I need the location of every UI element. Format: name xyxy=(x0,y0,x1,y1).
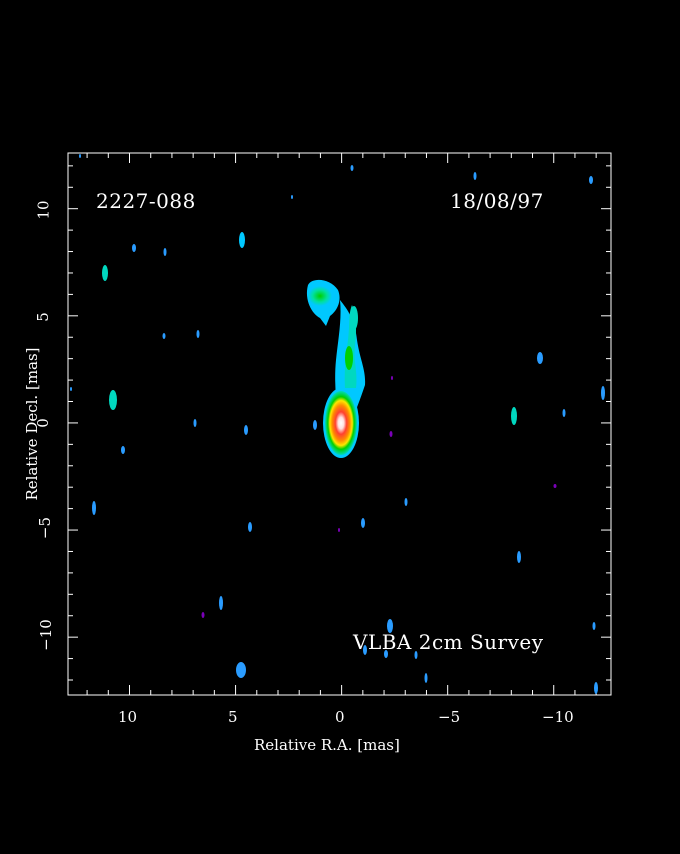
y-tick-label: −5 xyxy=(36,516,55,540)
y-axis-title: Relative Decl. [mas] xyxy=(23,347,41,501)
source-name-label: 2227-088 xyxy=(96,189,196,213)
y-tick-label: 10 xyxy=(34,200,53,220)
y-tick-label: −10 xyxy=(36,619,55,651)
x-tick-label: 5 xyxy=(228,708,238,726)
epoch-label: 18/08/97 xyxy=(450,189,544,213)
x-axis-title: Relative R.A. [mas] xyxy=(254,736,400,754)
axis-ticks xyxy=(68,153,611,695)
survey-label: VLBA 2cm Survey xyxy=(353,630,544,654)
x-tick-label: −5 xyxy=(438,708,461,726)
x-tick-label: −10 xyxy=(542,708,574,726)
jet-emission xyxy=(306,279,366,458)
y-tick-label: 5 xyxy=(33,312,52,322)
x-tick-label: 10 xyxy=(118,708,138,726)
x-tick-label: 0 xyxy=(335,708,345,726)
noise-speckles xyxy=(70,154,605,694)
